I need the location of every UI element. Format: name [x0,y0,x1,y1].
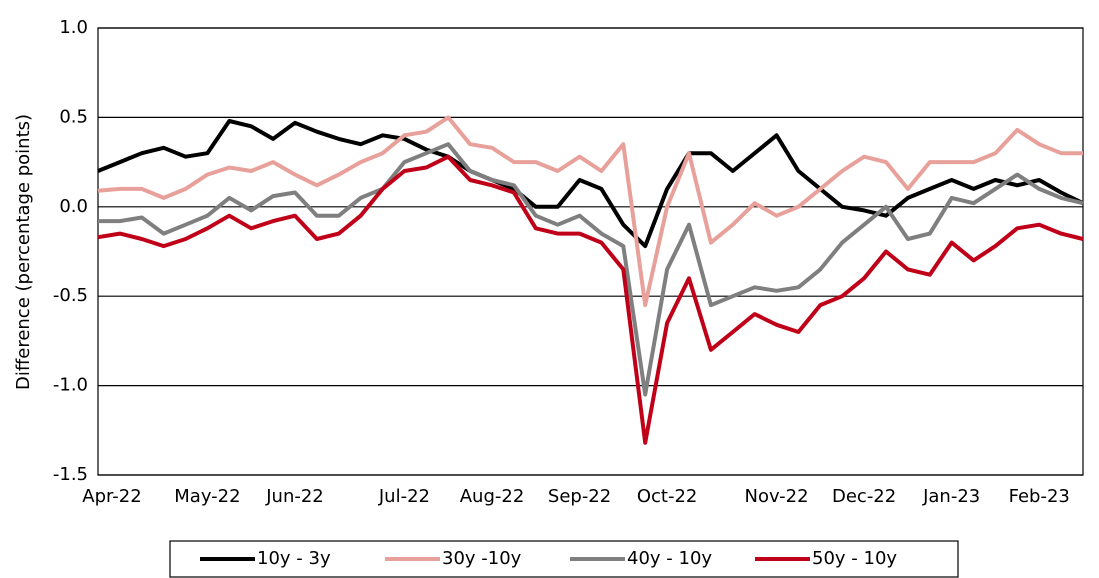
x-tick-label: Feb-23 [1009,486,1070,507]
y-tick-label: -1.0 [53,375,88,396]
x-tick-label: Aug-22 [460,486,525,507]
y-tick-label: 0.5 [59,106,88,127]
x-tick-label: Nov-22 [745,486,809,507]
y-tick-label: 1.0 [59,17,88,38]
x-tick-label: Dec-22 [832,486,896,507]
y-tick-label: -1.5 [53,464,88,485]
plot-border [97,27,1084,476]
legend-label: 40y - 10y [627,548,712,569]
x-tick-label: Jun-22 [265,486,324,507]
y-tick-label: -0.5 [53,285,88,306]
y-axis-label: Difference (percentage points) [13,114,34,390]
legend-label: 30y -10y [442,548,522,569]
legend-label: 50y - 10y [812,548,897,569]
x-tick-label: Jul-22 [378,486,430,507]
legend-box [169,540,959,578]
legend-label: 10y - 3y [257,548,331,569]
x-tick-label: Jan-23 [922,486,980,507]
x-tick-label: Sep-22 [548,486,611,507]
series-line [98,142,1084,397]
series-line [97,119,1084,249]
x-tick-label: Oct-22 [637,486,698,507]
y-tick-label: 0.0 [59,196,88,217]
series-line [97,154,1084,445]
series-line [97,115,1083,308]
x-tick-label: May-22 [174,486,240,507]
x-tick-label: Apr-22 [82,486,141,507]
